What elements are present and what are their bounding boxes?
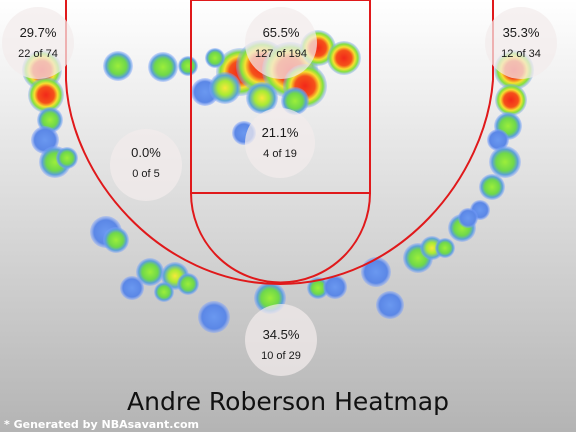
- zone-pct: 21.1%: [262, 125, 299, 140]
- heat-blob: [120, 276, 144, 300]
- chart-title: Andre Roberson Heatmap: [127, 387, 449, 416]
- zone-made-of: 0 of 5: [132, 168, 160, 180]
- zone-circle: [245, 304, 317, 376]
- court-lines: [65, 0, 494, 286]
- heat-blob: [327, 41, 361, 75]
- zone-mid-range: 0.0% 0 of 5: [110, 129, 182, 201]
- heat-blob: [154, 282, 174, 302]
- heat-blob: [177, 273, 199, 295]
- zone-circle: [2, 7, 74, 79]
- heat-blob: [489, 146, 521, 178]
- heat-blob: [56, 147, 78, 169]
- zone-circle: [110, 129, 182, 201]
- heat-blob: [209, 72, 241, 104]
- credit-text: * Generated by NBAsavant.com: [4, 418, 199, 431]
- heat-blob: [376, 291, 404, 319]
- heat-blob: [136, 258, 164, 286]
- zone-circle: [245, 7, 317, 79]
- heat-blob: [103, 227, 129, 253]
- heat-blob: [178, 56, 198, 76]
- zone-circle: [245, 108, 315, 178]
- heat-blob: [307, 277, 329, 299]
- zone-labels: 29.7% 22 of 74 65.5% 127 of 194 35.3% 12…: [2, 7, 557, 376]
- heat-blob: [246, 82, 278, 114]
- free-throw-circle: [190, 192, 371, 284]
- zone-made-of: 12 of 34: [501, 48, 541, 60]
- heat-blob: [361, 257, 391, 287]
- three-point-arc: [65, 79, 494, 286]
- zone-pct: 34.5%: [263, 327, 300, 342]
- heat-blob: [435, 238, 455, 258]
- heat-blob: [205, 48, 225, 68]
- heat-blob: [28, 77, 64, 113]
- zone-restricted-area: 65.5% 127 of 194: [245, 7, 317, 79]
- heat-blob: [487, 129, 509, 151]
- zone-made-of: 127 of 194: [255, 48, 307, 60]
- zone-right-corner-three: 35.3% 12 of 34: [485, 7, 557, 79]
- zone-pct: 29.7%: [20, 25, 57, 40]
- heat-blob: [323, 275, 347, 299]
- zone-made-of: 4 of 19: [263, 148, 297, 160]
- paint-lane: [190, 0, 371, 194]
- heat-blob: [103, 51, 133, 81]
- heat-blob: [479, 174, 505, 200]
- heat-blob: [281, 87, 309, 115]
- heat-blob: [495, 84, 527, 116]
- heat-blob: [198, 301, 230, 333]
- zone-above-break-three: 34.5% 10 of 29: [245, 304, 317, 376]
- zone-paint-non-ra: 21.1% 4 of 19: [245, 108, 315, 178]
- zone-pct: 35.3%: [503, 25, 540, 40]
- zone-made-of: 22 of 74: [18, 48, 58, 60]
- heat-blob: [148, 52, 178, 82]
- heat-blob: [458, 208, 478, 228]
- zone-circle: [485, 7, 557, 79]
- zone-pct: 0.0%: [131, 145, 161, 160]
- zone-made-of: 10 of 29: [261, 350, 301, 362]
- zone-pct: 65.5%: [263, 25, 300, 40]
- zone-left-corner-three: 29.7% 22 of 74: [2, 7, 74, 79]
